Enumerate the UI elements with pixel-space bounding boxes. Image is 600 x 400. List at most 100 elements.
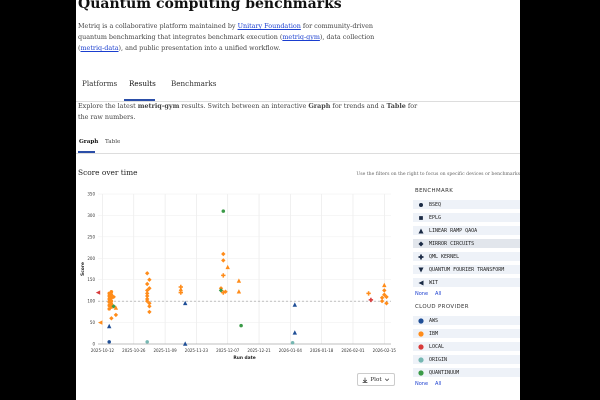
provider-filter-ibm[interactable]: IBM (413, 329, 520, 338)
data-point[interactable] (107, 340, 111, 344)
provider-none-link[interactable]: None (415, 381, 429, 387)
data-point[interactable] (290, 340, 295, 345)
data-point[interactable] (147, 301, 152, 306)
benchmark-filter-label: LINEAR RAMP QAOA (429, 227, 478, 234)
data-point[interactable] (113, 312, 119, 318)
y-tick-label: 150 (87, 277, 95, 282)
view-tabs: Graph Table (76, 136, 520, 154)
provider-filter-quantinuum[interactable]: QUANTINUUM (413, 368, 520, 377)
x-tick-label: 2025-12-07 (216, 348, 240, 353)
intro-text: ), and public presentation into a unifie… (118, 44, 281, 52)
data-point[interactable] (223, 289, 228, 294)
x-tick-label: 2026-01-04 (279, 348, 303, 353)
data-point[interactable] (109, 289, 114, 294)
provider-filter-label: AWS (429, 317, 439, 324)
data-point[interactable] (109, 302, 114, 306)
color-dot-icon (417, 369, 425, 376)
unitary-foundation-link[interactable]: Unitary Foundation (237, 22, 301, 30)
y-tick-label: 300 (87, 213, 95, 218)
data-point[interactable] (145, 293, 150, 299)
diamond-marker-icon (417, 241, 425, 247)
data-point[interactable] (379, 298, 385, 304)
chart-title: Score over time (78, 168, 138, 177)
data-point[interactable] (384, 301, 389, 306)
metriq-gym-link[interactable]: metriq-gym (282, 33, 320, 41)
data-point[interactable] (113, 305, 119, 310)
data-point[interactable] (178, 290, 183, 295)
data-point[interactable] (239, 323, 243, 328)
benchmark-none-link[interactable]: None (415, 291, 429, 297)
provider-all-link[interactable]: All (435, 381, 442, 387)
data-point[interactable] (221, 290, 226, 295)
tab-benchmarks[interactable]: Benchmarks (171, 79, 217, 88)
data-point[interactable] (221, 258, 226, 263)
data-point[interactable] (95, 290, 101, 295)
data-point[interactable] (145, 340, 149, 344)
data-point[interactable] (382, 292, 387, 297)
data-point[interactable] (145, 281, 150, 287)
provider-filter-aws[interactable]: AWS (413, 316, 520, 325)
benchmark-filter-bseq[interactable]: BSEQ (413, 200, 520, 209)
benchmark-filter-label: QUANTUM FOURIER TRANSFORM (429, 266, 505, 273)
benchmark-heading: BENCHMARK (415, 188, 454, 194)
data-point[interactable] (382, 288, 387, 293)
data-point[interactable] (368, 297, 374, 303)
download-icon (363, 377, 368, 383)
data-point[interactable] (109, 292, 114, 297)
color-dot-icon (417, 356, 425, 363)
results-description: Explore the latest metriq-gym results. S… (78, 101, 418, 123)
benchmark-filter-linear-ramp-qaoa[interactable]: LINEAR RAMP QAOA (413, 226, 520, 235)
data-point[interactable] (221, 251, 226, 257)
provider-filter-label: LOCAL (429, 343, 445, 350)
data-point[interactable] (366, 291, 371, 296)
data-point[interactable] (111, 304, 116, 309)
data-point[interactable] (145, 291, 150, 296)
metriq-data-link[interactable]: metriq-data (80, 44, 119, 52)
tab-platforms[interactable]: Platforms (82, 79, 118, 88)
benchmark-all-link[interactable]: All (435, 291, 442, 297)
data-point[interactable] (147, 277, 152, 282)
data-point[interactable] (147, 304, 152, 309)
data-point[interactable] (236, 278, 242, 283)
provider-filter-local[interactable]: LOCAL (413, 342, 520, 351)
tab-table[interactable]: Table (105, 139, 121, 145)
data-point[interactable] (98, 320, 103, 325)
data-point[interactable] (145, 271, 150, 276)
data-point[interactable] (178, 286, 183, 292)
data-point[interactable] (147, 309, 152, 315)
data-point[interactable] (145, 298, 150, 304)
benchmark-filter-mirror-circuits[interactable]: MIRROR CIRCUITS (413, 239, 520, 248)
y-tick-label: 100 (87, 299, 95, 304)
data-point[interactable] (111, 294, 116, 300)
color-dot-icon (417, 330, 425, 337)
data-point[interactable] (236, 289, 242, 294)
tab-graph[interactable]: Graph (79, 139, 99, 145)
data-point[interactable] (183, 341, 188, 346)
data-point[interactable] (221, 273, 226, 278)
data-point[interactable] (225, 264, 230, 270)
data-point[interactable] (183, 300, 188, 306)
circle-marker-icon (417, 202, 425, 208)
data-point[interactable] (292, 330, 297, 335)
data-point[interactable] (218, 288, 224, 293)
data-point[interactable] (292, 302, 297, 307)
benchmark-filter-wit[interactable]: WIT (413, 278, 520, 287)
main-tabs: Platforms Results Benchmarks (76, 70, 520, 102)
benchmark-filter-quantum-fourier-transform[interactable]: QUANTUM FOURIER TRANSFORM (413, 265, 520, 274)
benchmark-filter-eplg[interactable]: EPLG (413, 213, 520, 222)
y-tick-label: 50 (90, 320, 96, 325)
tab-results[interactable]: Results (129, 79, 156, 88)
data-point[interactable] (384, 294, 389, 300)
plot-download-button[interactable]: Plot (357, 373, 395, 386)
provider-filter-list: AWS IBM LOCAL ORIGIN QUANTINUUM (413, 316, 520, 377)
data-point[interactable] (107, 323, 112, 329)
data-point[interactable] (109, 316, 114, 321)
data-point[interactable] (382, 282, 387, 288)
data-point[interactable] (221, 209, 226, 213)
data-point[interactable] (147, 286, 152, 291)
provider-filter-origin[interactable]: ORIGIN (413, 355, 520, 364)
data-point[interactable] (379, 295, 385, 300)
triangle-down-marker-icon (417, 267, 425, 273)
data-point[interactable] (109, 299, 114, 303)
benchmark-filter-qml-kernel[interactable]: QML KERNEL (413, 252, 520, 261)
